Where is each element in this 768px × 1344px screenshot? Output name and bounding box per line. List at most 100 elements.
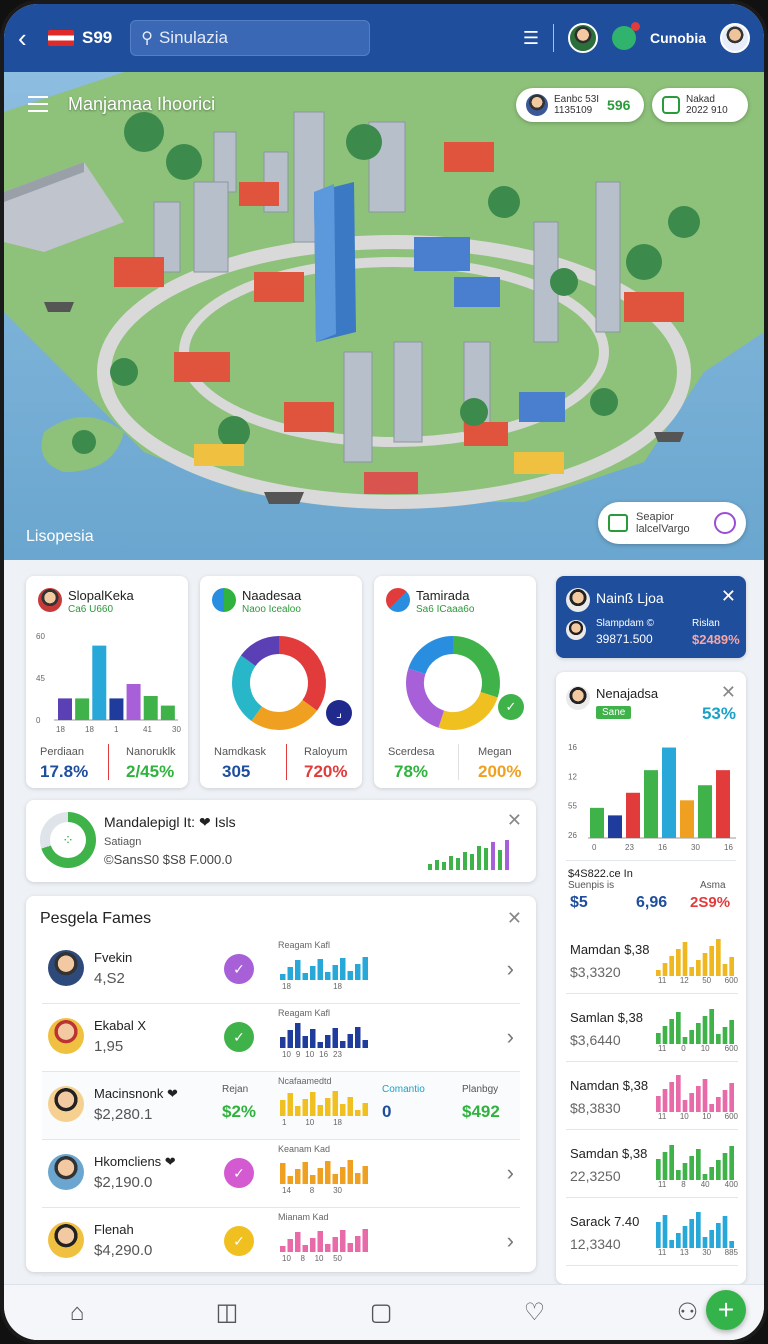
mini-bar (332, 1237, 338, 1252)
chevron-right-icon[interactable]: › (506, 1228, 514, 1253)
camera-icon[interactable]: ◫ (215, 1299, 239, 1326)
side-list-item[interactable]: Samdan $,38 22,3250 11 8 40 400 (566, 1132, 738, 1198)
mini-bar (332, 1091, 338, 1116)
mini-bar (362, 1040, 368, 1048)
mini-bar (287, 1176, 293, 1184)
map-menu-icon[interactable] (28, 96, 48, 112)
users-icon[interactable]: ⚇ (676, 1299, 699, 1326)
clock-icon[interactable] (714, 512, 736, 534)
close-icon[interactable]: ✕ (506, 908, 522, 928)
stat-card-1[interactable]: SlopalKeka Ca6 U660 60 45 0 18 18 1 41 30 Perdi… (26, 576, 188, 788)
city-map[interactable]: Manjamaa Ihoorici Eanbc 53I 1135109 596 … (4, 72, 764, 560)
tick-label: 50 (702, 976, 712, 985)
list-row[interactable]: Hkomcliens ❤ $2,190.0 ✓ Keanam Kad 14 8 30 › (42, 1140, 520, 1208)
summary-value: $5 (570, 894, 588, 911)
popup-right-value: $2489% (692, 632, 740, 647)
x-tick-label: 18 (56, 725, 65, 734)
extra-value: $2% (222, 1102, 257, 1121)
close-icon[interactable]: ✕ (720, 682, 736, 702)
badge-icon[interactable]: ✓ (224, 954, 254, 984)
mini-bar (729, 1146, 734, 1180)
side-list-item[interactable]: Mamdan $,38 $3,3320 11 12 50 600 (566, 928, 738, 994)
list-row[interactable]: Flenah $4,290.0 ✓ Mianam Kad 10 8 10 50 › (42, 1208, 520, 1276)
date-chip[interactable]: Nakad 2022 910 (652, 88, 748, 122)
square-icon[interactable]: ▢ (369, 1299, 393, 1326)
add-button[interactable]: + (706, 1290, 746, 1330)
globe-icon (212, 588, 236, 612)
mini-bar (689, 1093, 694, 1112)
menu-icon[interactable]: ☰ (522, 27, 539, 48)
mini-bar (347, 1160, 353, 1184)
settings-icon[interactable] (612, 22, 640, 50)
badge-icon[interactable]: ✓ (224, 1022, 254, 1052)
back-arrow-icon[interactable]: ‹ (18, 22, 27, 53)
tick-label: 600 (724, 976, 738, 985)
x-tick-label: 41 (143, 725, 152, 734)
tick-label: 600 (724, 1044, 738, 1053)
wide-card[interactable]: ⁘ Mandalepigl It: ❤ Isls Satiagn ©SansS0… (26, 800, 536, 882)
mini-bar (676, 1233, 681, 1248)
bar (590, 807, 604, 838)
mini-bar (449, 856, 453, 870)
y-tick-label: 55 (568, 802, 577, 811)
tick-labels: 10 9 10 16 23 (282, 1050, 342, 1059)
y-tick-label: 26 (568, 831, 577, 840)
item-value: $8,3830 (570, 1100, 621, 1116)
list-card[interactable]: Pesgela Fames ✕ Fvekin 4,S2 ✓ Reagam Kafl 18… (26, 896, 536, 1276)
map-notification[interactable]: Seapior lalcelVargo (598, 502, 746, 544)
mini-bar (317, 1042, 323, 1048)
avatar[interactable] (568, 23, 598, 53)
search-value: Sinulazia (158, 28, 228, 47)
mini-bar (682, 1037, 688, 1044)
mini-bar (287, 1239, 293, 1252)
donut-slice (408, 636, 454, 675)
mini-bar (310, 1238, 316, 1252)
x-tick-label: 18 (85, 725, 94, 734)
side-panel[interactable]: Nenajadsa ✕ Sane 53% 16 12 55 26 0 23 16 30 16 $… (556, 672, 746, 1284)
player-chip[interactable]: Eanbc 53I 1135109 596 (516, 88, 644, 122)
mini-bar (722, 964, 728, 976)
stat-card-2[interactable]: Naadesaa Naoo Icealoo ⌟ Namdkask 305 Ral… (200, 576, 362, 788)
heart-icon[interactable]: ♡ (523, 1299, 546, 1326)
badge-icon[interactable]: ✓ (224, 1158, 254, 1188)
chevron-right-icon[interactable]: › (506, 956, 514, 981)
mini-bar (280, 1163, 286, 1184)
mini-bar (716, 1097, 721, 1112)
bar (662, 747, 676, 838)
tick-label: 8 (681, 1180, 686, 1189)
mini-bar (662, 1215, 668, 1248)
mini-bar (729, 1020, 734, 1044)
item-name: Sarack 7.40 (570, 1214, 640, 1229)
bar (644, 770, 658, 838)
profile-avatar[interactable] (720, 23, 750, 53)
close-icon[interactable]: ✕ (506, 810, 522, 830)
mini-bar (696, 1086, 701, 1112)
chevron-right-icon[interactable]: › (506, 1024, 514, 1049)
list-row[interactable]: Ekabal X 1,95 ✓ Reagam Kafl 10 9 10 16 23 › (42, 1004, 520, 1072)
side-list-item[interactable]: Sarack 7.40 12,3340 11 13 30 885 (566, 1200, 738, 1266)
extra-value: 0 (382, 1102, 392, 1121)
popup-card[interactable]: Nainß Ljoa ✕ Slampdam © 39871.500 Rislan… (556, 576, 746, 658)
badge-icon[interactable]: ⌟ (326, 700, 352, 726)
badge-icon[interactable]: ✓ (224, 1226, 254, 1256)
chevron-right-icon[interactable]: › (506, 1160, 514, 1185)
side-list-item[interactable]: Samlan $,38 $3,6440 11 0 10 600 (566, 996, 738, 1062)
stat-label: Namdkask (214, 746, 266, 758)
y-tick-label: 60 (36, 632, 45, 641)
side-list-item[interactable]: Namdan $,38 $8,3830 11 10 10 600 (566, 1064, 738, 1130)
stat-card-3[interactable]: Tamirada Sa6 ICaaa6o ✓ Scerdesa 78% Mega… (374, 576, 536, 788)
list-row[interactable]: Macinsnonk ❤ $2,280.1 Ncafaamedtd 1 10 18 Reja… (42, 1072, 520, 1140)
dots-icon: ⁘ (50, 822, 86, 858)
tick-label: 13 (679, 1248, 689, 1257)
avatar (38, 588, 62, 612)
home-icon[interactable]: ⌂ (69, 1298, 85, 1326)
close-icon[interactable]: ✕ (720, 586, 736, 606)
search-input[interactable]: ⚲ Sinulazia (130, 20, 371, 56)
check-icon[interactable]: ✓ (498, 694, 524, 720)
list-row[interactable]: Fvekin 4,S2 ✓ Reagam Kafl 18 18 › (42, 936, 520, 1004)
tick-label: 885 (724, 1248, 738, 1257)
mini-bar (689, 1156, 694, 1180)
mini-bar (295, 1106, 301, 1116)
mini-bar (340, 1041, 346, 1048)
divider (286, 744, 287, 780)
